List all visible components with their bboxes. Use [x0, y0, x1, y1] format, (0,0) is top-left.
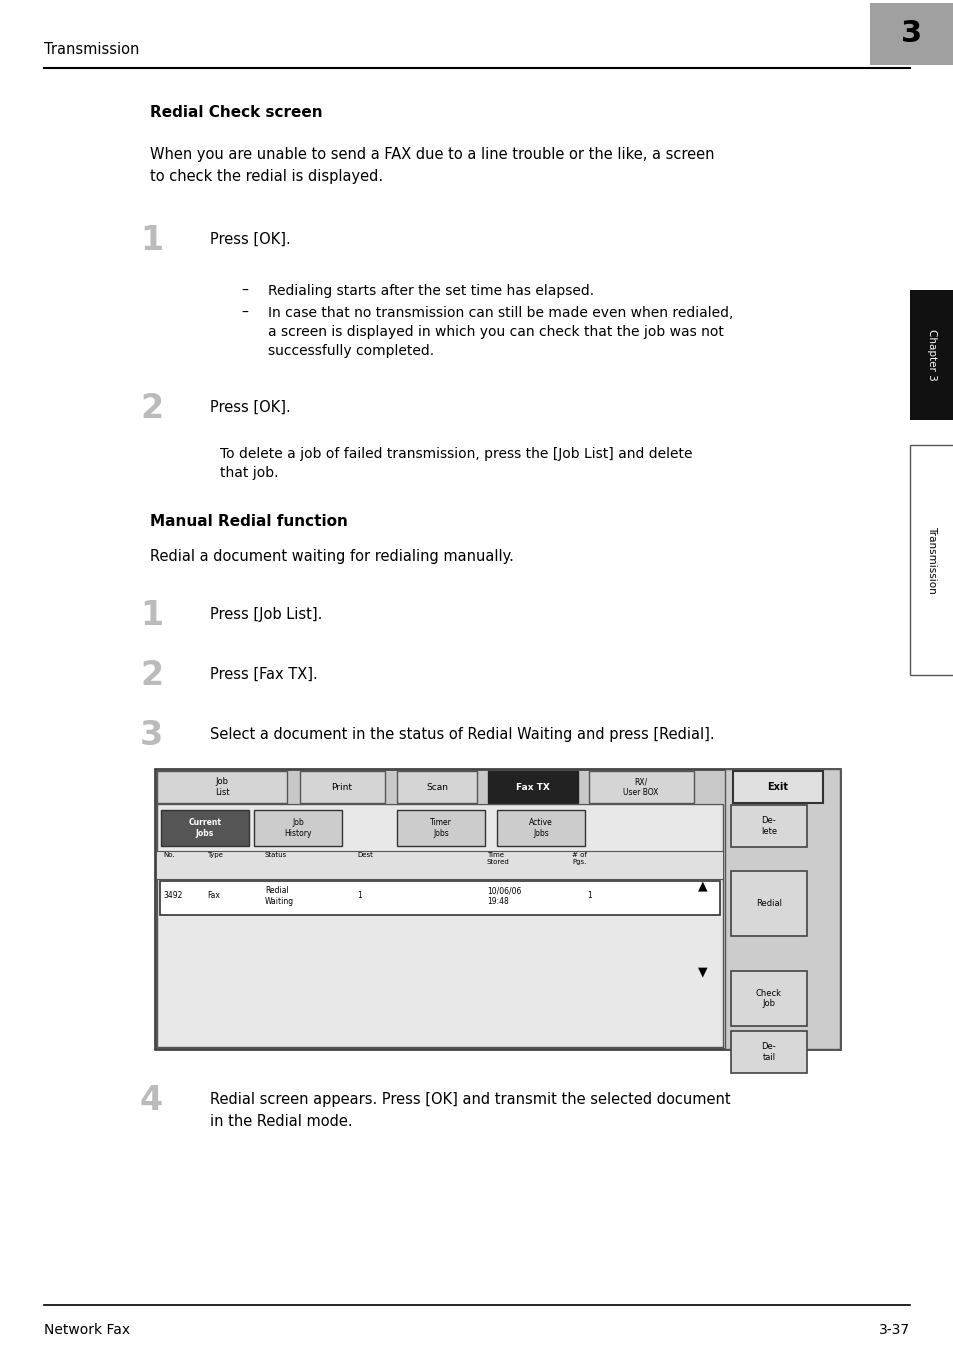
Bar	[909, 445, 953, 675]
Bar	[157, 804, 722, 1046]
Text: 2: 2	[140, 658, 163, 692]
Text: Status: Status	[265, 852, 287, 859]
Bar	[161, 810, 249, 846]
Text: RX/
User BOX: RX/ User BOX	[622, 777, 658, 796]
Bar	[157, 771, 837, 803]
Bar	[732, 771, 822, 803]
Text: De-
tail: De- tail	[760, 1042, 776, 1061]
Text: No.: No.	[163, 852, 174, 859]
Text: Network Fax: Network Fax	[44, 1324, 130, 1337]
Bar	[160, 882, 720, 915]
Text: Fax TX: Fax TX	[516, 783, 549, 791]
Text: 3-37: 3-37	[878, 1324, 909, 1337]
Bar	[588, 771, 693, 803]
Text: –: –	[241, 306, 248, 320]
Text: De-
lete: De- lete	[760, 817, 777, 836]
Text: 1: 1	[586, 891, 591, 900]
Text: 3492: 3492	[163, 891, 182, 900]
Text: 4: 4	[140, 1084, 163, 1117]
Text: Scan: Scan	[426, 783, 448, 791]
Text: –: –	[241, 284, 248, 297]
Bar	[730, 804, 806, 846]
Text: that job.: that job.	[220, 466, 278, 480]
Text: Press [Fax TX].: Press [Fax TX].	[210, 667, 317, 681]
Text: Type: Type	[207, 852, 223, 859]
Text: 1: 1	[356, 891, 361, 900]
Text: When you are unable to send a FAX due to a line trouble or the like, a screen: When you are unable to send a FAX due to…	[150, 147, 714, 162]
Text: Print: Print	[331, 783, 352, 791]
Text: Press [OK].: Press [OK].	[210, 233, 291, 247]
Text: Time
Stored: Time Stored	[486, 852, 509, 865]
Text: Press [Job List].: Press [Job List].	[210, 607, 322, 622]
Text: Redial a document waiting for redialing manually.: Redial a document waiting for redialing …	[150, 549, 514, 564]
Bar	[253, 810, 341, 846]
Text: Current
Jobs: Current Jobs	[189, 818, 221, 838]
Text: Job
History: Job History	[284, 818, 312, 838]
Bar	[396, 810, 484, 846]
Text: Fax: Fax	[207, 891, 219, 900]
Text: 2: 2	[140, 392, 163, 425]
Text: Select a document in the status of Redial Waiting and press [Redial].: Select a document in the status of Redia…	[210, 727, 714, 742]
Text: ▲: ▲	[698, 879, 707, 892]
Text: 3: 3	[140, 719, 163, 752]
Text: Redial screen appears. Press [OK] and transmit the selected document: Redial screen appears. Press [OK] and tr…	[210, 1092, 730, 1107]
Text: Press [OK].: Press [OK].	[210, 400, 291, 415]
Text: In case that no transmission can still be made even when redialed,: In case that no transmission can still b…	[268, 306, 733, 320]
Bar	[488, 771, 578, 803]
Text: Redial Check screen: Redial Check screen	[150, 105, 322, 120]
Text: 3: 3	[901, 19, 922, 49]
Text: successfully completed.: successfully completed.	[268, 343, 434, 358]
Bar	[730, 1032, 806, 1073]
Text: Chapter 3: Chapter 3	[926, 329, 936, 381]
Text: 1: 1	[140, 599, 163, 631]
Bar	[299, 771, 385, 803]
Text: 10/06/06
19:48: 10/06/06 19:48	[486, 887, 521, 906]
Bar	[497, 810, 584, 846]
Text: Redial
Waiting: Redial Waiting	[265, 887, 294, 906]
Bar	[157, 850, 722, 879]
Text: Redial: Redial	[755, 899, 781, 909]
Bar	[909, 289, 953, 420]
Text: Redialing starts after the set time has elapsed.: Redialing starts after the set time has …	[268, 284, 594, 297]
Text: # of
Pgs.: # of Pgs.	[572, 852, 586, 865]
Text: Timer
Jobs: Timer Jobs	[430, 818, 452, 838]
Bar	[730, 971, 806, 1026]
Text: Transmission: Transmission	[926, 526, 936, 594]
Bar	[869, 3, 953, 65]
Bar	[396, 771, 476, 803]
Bar	[724, 769, 840, 1049]
Text: ▼: ▼	[698, 965, 707, 977]
Bar	[730, 871, 806, 936]
Bar	[157, 771, 287, 803]
Bar	[154, 769, 840, 1049]
Text: Dest: Dest	[356, 852, 373, 859]
Text: a screen is displayed in which you can check that the job was not: a screen is displayed in which you can c…	[268, 324, 723, 339]
Text: Transmission: Transmission	[44, 42, 139, 58]
Text: Check
Job: Check Job	[755, 988, 781, 1009]
Text: Manual Redial function: Manual Redial function	[150, 514, 348, 529]
Text: Job
List: Job List	[214, 777, 229, 796]
Text: to check the redial is displayed.: to check the redial is displayed.	[150, 169, 383, 184]
Text: 1: 1	[140, 224, 163, 257]
Text: Active
Jobs: Active Jobs	[529, 818, 553, 838]
Text: To delete a job of failed transmission, press the [Job List] and delete: To delete a job of failed transmission, …	[220, 448, 692, 461]
Text: in the Redial mode.: in the Redial mode.	[210, 1114, 353, 1129]
Text: Exit: Exit	[767, 781, 788, 792]
